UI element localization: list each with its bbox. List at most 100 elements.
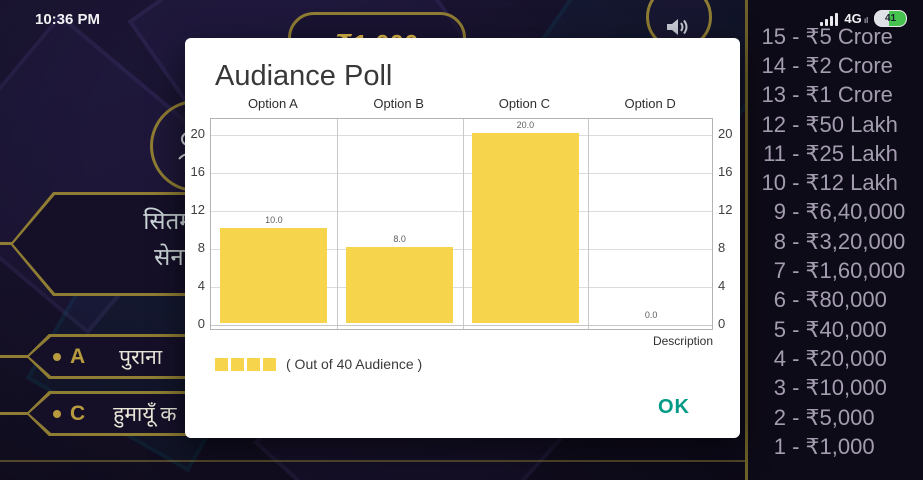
ladder-level: 11 [763, 140, 786, 166]
column-header: Option B [373, 96, 424, 111]
prize-ladder-row: 5 - ₹40,000 [748, 315, 923, 344]
gridline [211, 325, 712, 326]
option-a-letter: A [70, 344, 86, 368]
ladder-amount: - ₹80,000 [786, 287, 887, 313]
signal-icon [820, 12, 839, 26]
ok-button[interactable]: OK [658, 396, 690, 418]
ladder-amount: - ₹50 Lakh [786, 111, 898, 137]
ladder-amount: - ₹3,20,000 [786, 228, 906, 254]
ladder-amount: - ₹10,000 [786, 375, 887, 401]
poll-bar [471, 133, 579, 323]
option-c-bullet-icon [53, 409, 61, 418]
y-axis-left: 0 4 8 12 16 20 [185, 118, 205, 331]
column-header: Option C [498, 96, 551, 111]
y-tick-label-right: 12 [718, 202, 733, 217]
bar-chart-plot: 10.0 8.0 20.0 0.0 [210, 118, 713, 330]
prize-ladder-row: 9 - ₹6,40,000 [748, 198, 923, 227]
legend-swatch [263, 357, 276, 371]
ladder-level: 6 [773, 287, 786, 313]
x-axis-label: Description [652, 334, 713, 348]
prize-ladder-row: 15 - ₹5 Crore [748, 22, 923, 51]
ladder-amount: - ₹2 Crore [786, 52, 893, 78]
y-tick-label-left: 4 [197, 278, 205, 293]
battery-percent: 41 [884, 13, 897, 24]
prize-ladder-row: 11 - ₹25 Lakh [748, 139, 923, 168]
option-c-text: हुमायूँ क [113, 402, 177, 426]
option-a-connector-line [0, 355, 34, 358]
column-header: Option A [247, 96, 298, 111]
ladder-level: 14 [761, 52, 786, 78]
bar-value-label: 0.0 [644, 310, 658, 320]
audience-poll-dialog: Audiance Poll Option A Option B Option C Op… [185, 38, 740, 438]
prize-ladder: 15 - ₹5 Crore 14 - ₹2 Crore 13 - ₹1 Crore 1… [748, 0, 923, 480]
option-c[interactable]: C हुमायूँ क [26, 391, 201, 436]
ladder-separator-line [745, 0, 748, 480]
ladder-amount: - ₹1,60,000 [786, 258, 906, 284]
battery-icon: 41 [874, 10, 907, 27]
y-tick-label-left: 8 [197, 240, 205, 255]
network-type-label: 4G ıl [844, 11, 868, 26]
ladder-amount: - ₹40,000 [786, 316, 887, 342]
ladder-amount: - ₹5 Crore [786, 23, 893, 49]
bottom-gold-line [0, 460, 745, 462]
battery-fill [888, 11, 906, 26]
ladder-amount: - ₹6,40,000 [786, 199, 906, 225]
y-tick-label-right: 16 [718, 164, 733, 179]
ladder-amount: - ₹25 Lakh [786, 140, 898, 166]
gridline [211, 135, 712, 136]
ladder-level: 10 [761, 170, 786, 196]
ladder-amount: - ₹12 Lakh [786, 170, 898, 196]
prize-ladder-row: 3 - ₹10,000 [748, 374, 923, 403]
y-tick-label-left: 12 [190, 202, 205, 217]
y-tick-label-right: 4 [718, 278, 726, 293]
speaker-glyph [667, 19, 688, 35]
column-separator [588, 119, 590, 329]
prize-ladder-row: 1 - ₹1,000 [748, 432, 923, 461]
ladder-amount: - ₹1 Crore [786, 82, 893, 108]
y-tick-label-right: 8 [718, 240, 726, 255]
y-tick-label-right: 20 [718, 126, 733, 141]
ladder-level: 2 [773, 404, 786, 430]
column-separator [336, 119, 338, 329]
ladder-level: 1 [773, 433, 786, 459]
y-tick-label-right: 0 [718, 316, 726, 331]
option-a[interactable]: A पुराना [26, 334, 201, 379]
ladder-amount: - ₹5,000 [786, 404, 875, 430]
prize-ladder-row: 4 - ₹20,000 [748, 344, 923, 373]
column-separator [462, 119, 464, 329]
prize-ladder-row: 12 - ₹50 Lakh [748, 110, 923, 139]
ladder-level: 7 [773, 258, 786, 284]
ladder-level: 5 [773, 316, 786, 342]
gridline [211, 211, 712, 212]
ladder-level: 9 [773, 199, 786, 225]
bar-value-label: 10.0 [265, 215, 283, 225]
prize-ladder-row: 8 - ₹3,20,000 [748, 227, 923, 256]
y-axis-right: 0 4 8 12 16 20 [718, 118, 740, 331]
option-c-connector-line [0, 412, 34, 415]
status-time: 10:36 PM [35, 11, 101, 28]
prize-ladder-row: 10 - ₹12 Lakh [748, 168, 923, 197]
y-tick-label-left: 16 [190, 164, 205, 179]
column-header: Option D [624, 96, 676, 111]
dialog-title: Audiance Poll [215, 60, 393, 92]
gridline [211, 287, 712, 288]
bar-value-label: 8.0 [393, 234, 406, 244]
legend-swatch [215, 357, 228, 371]
question-line-2: सेना [154, 244, 190, 271]
gridline [211, 173, 712, 174]
prize-ladder-row: 2 - ₹5,000 [748, 403, 923, 432]
prize-ladder-row: 14 - ₹2 Crore [748, 51, 923, 80]
y-tick-label-left: 0 [197, 316, 205, 331]
ladder-amount: - ₹20,000 [786, 345, 887, 371]
option-a-text: पुराना [119, 345, 163, 369]
status-icons: 4G ıl 41 [820, 10, 907, 27]
ladder-level: 12 [761, 111, 786, 137]
ladder-level: 4 [773, 345, 786, 371]
y-tick-label-left: 20 [190, 126, 205, 141]
ladder-level: 3 [773, 375, 786, 401]
prize-ladder-row: 13 - ₹1 Crore [748, 81, 923, 110]
ladder-level: 15 [761, 23, 786, 49]
poll-bar [346, 247, 454, 323]
bar-value-label: 20.0 [516, 120, 535, 130]
ladder-level: 8 [773, 228, 786, 254]
